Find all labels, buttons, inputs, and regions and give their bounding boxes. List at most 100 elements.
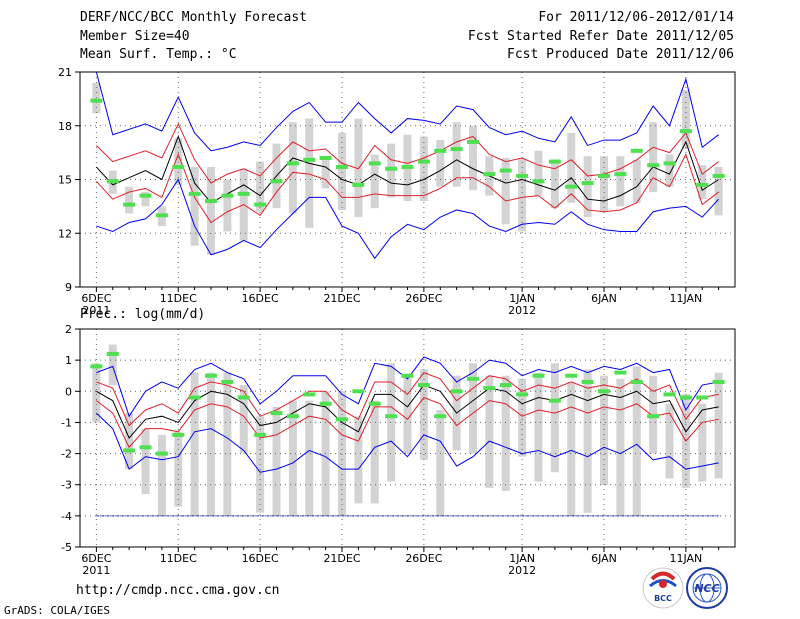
temp-y-tick-label: 12 [58,227,72,240]
temp-ensemble-mean-marker [483,172,496,177]
prec-spread-bar [157,434,166,516]
prec-spread-bar [125,413,134,470]
prec-envelope-max-line [96,356,719,418]
temp-x-year-label: 2011 [82,304,110,317]
prec-ensemble-mean-marker [90,364,103,369]
temp-spread-bar [174,138,183,185]
temp-spread-bar [534,150,543,196]
prec-ensemble-mean-marker [319,401,332,406]
temp-ensemble-mean-marker [679,129,692,134]
prec-ensemble-mean-marker [434,414,447,419]
prec-spread-bar [550,363,559,473]
prec-y-tick-label: -5 [61,541,72,554]
prec-x-year-label: 2012 [508,564,536,577]
temp-y-tick-label: 15 [58,174,72,187]
temp-y-tick-label: 21 [58,66,72,79]
prec-ensemble-mean-marker [581,379,594,384]
grads-credit: GrADS: COLA/IGES [4,604,110,617]
temp-ensemble-mean-marker [155,213,168,218]
prec-ensemble-mean-marker [123,448,136,453]
temp-spread-bar [681,89,690,150]
temp-ensemble-mean-marker [417,159,430,164]
temp-ensemble-mean-marker [614,172,627,177]
prec-ensemble-mean-marker [630,379,643,384]
temp-spread-bar [190,166,199,246]
prec-ensemble-mean-marker [663,392,676,397]
temp-ensemble-mean-marker [352,182,365,187]
temp-spread-bar [518,158,527,232]
prec-x-tick-label: 11JAN [669,552,702,565]
temp-spread-bar [632,159,641,203]
forecast-period: For 2011/12/06-2012/01/14 [538,10,734,25]
prec-ensemble-mean-marker [155,451,168,456]
prec-spread-bar [387,363,396,482]
prec-ensemble-mean-marker [270,411,283,416]
prec-spread-bar [305,400,314,516]
prec-spread-bar [141,428,150,495]
prec-x-tick-label: 1JAN [509,552,535,565]
prec-ensemble-mean-marker [598,389,610,394]
temp-ensemble-mean-marker [532,179,545,184]
temp-ensemble-mean-marker [172,164,185,169]
temp-spread-bar [649,122,658,193]
temp-x-tick-label: 16DEC [242,292,279,305]
prec-spread-bar [338,391,346,516]
temp-spread-bar [305,118,314,228]
prec-ensemble-mean-marker [401,373,414,378]
source-url[interactable]: http://cmdp.ncc.cma.gov.cn [76,583,280,598]
prec-y-tick-label: -3 [61,479,72,492]
prec-spread-bar [190,372,199,516]
temp-ensemble-mean-marker [696,182,709,187]
prec-x-tick-label: 6DEC [81,552,111,565]
prec-x-tick-label: 26DEC [405,552,442,565]
temp-spread-bar [469,125,477,191]
prec-spread-bar [92,363,101,423]
prec-spread-bar [518,378,527,457]
temp-spread-bar [207,166,215,255]
prec-spread-bar [698,403,707,482]
prec-ensemble-mean-marker [450,389,463,394]
prec-ensemble-mean-marker [483,386,496,391]
prec-spread-bar [469,363,477,454]
prec-ensemble-mean-marker [417,383,430,388]
prec-spread-bar [501,375,510,491]
temp-spread-bar [501,158,510,225]
prec-y-tick-label: 1 [65,354,72,367]
temp-x-tick-label: 11DEC [160,292,197,305]
prec-spread-bar [534,372,543,482]
temp-spread-bar [125,186,134,214]
prec-ensemble-mean-marker [106,351,119,356]
temp-ensemble-mean-marker [385,166,398,171]
prec-ensemble-mean-marker [139,445,152,450]
temp-spread-bar [550,161,559,209]
prec-spread-bar [616,378,625,516]
prec-ensemble-mean-marker [614,370,627,375]
prec-ensemble-mean-marker [237,395,250,400]
temp-ensemble-mean-marker [516,173,529,178]
started-refer-date: Fcst Started Refer Date 2011/12/05 [467,29,734,44]
temp-x-tick-label: 21DEC [323,292,360,305]
prec-spread-bar [567,381,576,516]
prec-spread-bar [272,406,281,516]
prec-ensemble-mean-marker [565,373,578,378]
prec-x-tick-label: 21DEC [323,552,360,565]
produced-date: Fcst Produced Date 2011/12/06 [507,47,734,62]
temp-spread-bar [223,179,232,232]
prec-y-tick-label: 0 [65,385,72,398]
prec-spread-bar [403,375,412,454]
temp-spread-bar [600,156,608,212]
temp-ensemble-mean-marker [123,202,136,207]
temp-ensemble-mean-marker [467,139,479,144]
prec-ensemble-mean-marker [385,414,398,419]
temp-ensemble-mean-marker [368,161,381,166]
prec-ensemble-mean-marker [467,376,479,381]
prec-y-tick-label: -1 [61,416,72,429]
temp-ensemble-mean-marker [221,193,234,198]
temp-y-tick-label: 18 [58,120,72,133]
temp-ensemble-mean-marker [647,163,660,168]
prec-ensemble-mean-marker [352,389,365,394]
temp-spread-bar [256,161,265,212]
prec-ensemble-mean-marker [172,432,185,437]
prec-x-year-label: 2011 [82,564,110,577]
